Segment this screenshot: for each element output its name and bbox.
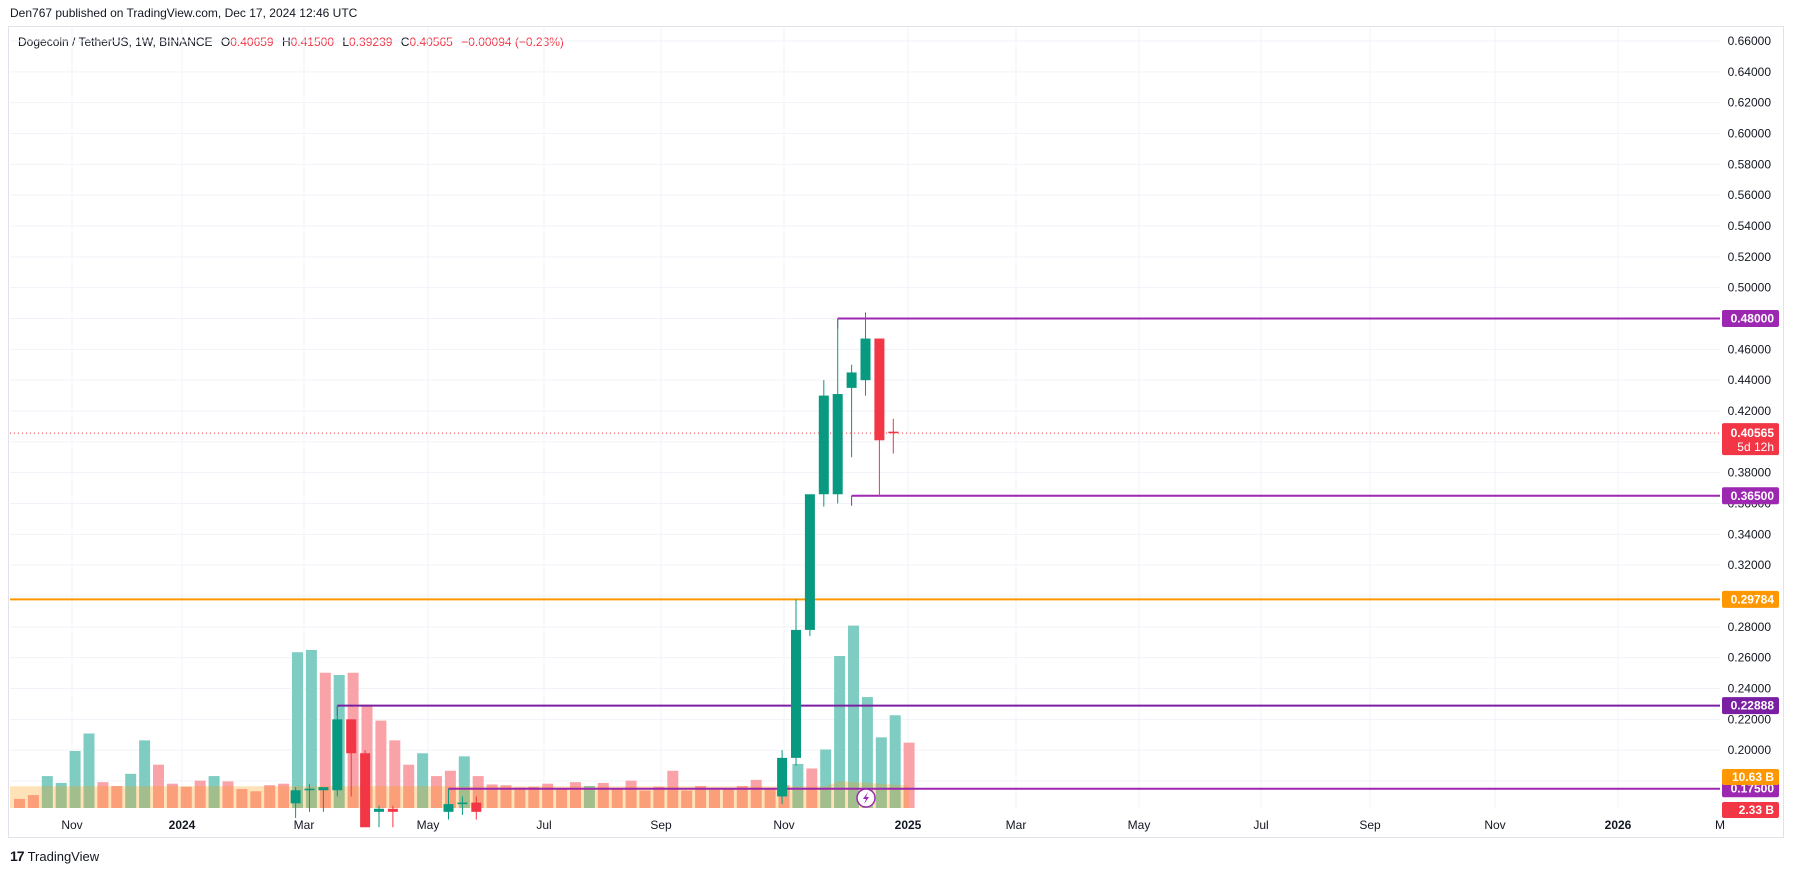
chart-frame (8, 26, 1784, 838)
symbol-legend: Dogecoin / TetherUS, 1W, BINANCE O0.4065… (18, 35, 564, 49)
tradingview-logo-text: TradingView (27, 848, 100, 864)
low-label: L (342, 35, 350, 49)
tradingview-logo-icon: 17 (10, 848, 25, 864)
tradingview-logo[interactable]: 17 TradingView (10, 848, 99, 864)
publisher-caption: Den767 published on TradingView.com, Dec… (10, 6, 358, 20)
open-label: O (220, 35, 231, 49)
close-label: C (400, 35, 410, 49)
symbol-name: Dogecoin / TetherUS, 1W, BINANCE (18, 35, 213, 49)
high-value: 0.41500 (290, 35, 335, 49)
low-value: 0.39239 (349, 35, 393, 49)
high-label: H (281, 35, 291, 49)
open-value: 0.40659 (230, 35, 274, 49)
close-value: 0.40565 (409, 35, 453, 49)
change-value: −0.00094 (−0.23%) (461, 35, 564, 49)
